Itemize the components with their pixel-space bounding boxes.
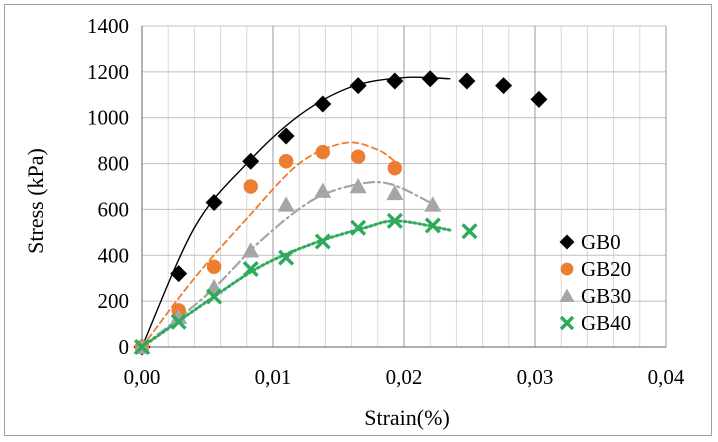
point-gb30	[424, 196, 442, 212]
legend-label-gb0: GB0	[581, 230, 621, 254]
x-axis-title: Strain(%)	[364, 405, 450, 430]
point-gb40	[133, 338, 151, 356]
x-tick-label: 0,01	[255, 365, 292, 389]
x-tick-label: 0,03	[517, 365, 554, 389]
y-tick-label: 600	[98, 197, 130, 221]
x-tick-label: 0,02	[386, 365, 423, 389]
point-gb40	[424, 217, 441, 234]
y-tick-label: 1400	[87, 14, 129, 38]
point-gb20	[350, 149, 366, 164]
legend: GB0 GB20 GB30 GB40	[559, 230, 631, 335]
chart-frame: 0,00 0,01 0,02 0,03 0,04 0 200 400 600 800 1000 120…	[4, 4, 712, 436]
point-gb30	[170, 308, 188, 324]
point-gb30	[242, 242, 260, 258]
point-gb40	[206, 288, 223, 305]
point-gb40	[314, 233, 331, 250]
y-tick-label: 0	[119, 335, 130, 359]
point-gb0	[458, 72, 476, 90]
legend-label-gb40: GB40	[581, 311, 631, 335]
data-markers	[133, 70, 548, 356]
legend-marker-gb40	[559, 315, 575, 331]
y-tick-label: 200	[98, 289, 130, 313]
point-gb0	[386, 72, 404, 90]
point-gb30	[314, 182, 332, 198]
point-gb0	[205, 194, 223, 212]
legend-marker-gb0	[559, 234, 575, 250]
point-gb0	[530, 90, 548, 108]
point-gb20	[243, 179, 258, 194]
point-gb40	[461, 223, 478, 240]
point-gb0	[170, 265, 188, 283]
point-gb0	[495, 77, 513, 95]
point-gb0	[349, 77, 367, 95]
legend-label-gb20: GB20	[581, 257, 631, 281]
x-tick-label: 0,04	[648, 365, 685, 389]
trend-line-gb30	[140, 180, 432, 349]
trend-line-gb20	[141, 141, 399, 348]
point-gb0	[277, 127, 295, 145]
point-gb40	[386, 212, 403, 229]
stress-strain-chart: 0,00 0,01 0,02 0,03 0,04 0 200 400 600 800 1000 120…	[23, 14, 685, 430]
point-gb20	[278, 154, 294, 169]
point-gb40	[350, 219, 367, 236]
point-gb30	[277, 196, 295, 212]
y-tick-label: 400	[98, 243, 130, 267]
y-tick-label: 1200	[87, 60, 129, 84]
y-tick-label: 1000	[87, 106, 129, 130]
point-gb20	[315, 144, 331, 160]
point-gb0	[421, 70, 439, 88]
y-tick-label: 800	[98, 152, 130, 176]
legend-label-gb30: GB30	[581, 284, 631, 308]
point-gb0	[314, 95, 332, 113]
plot-axes	[141, 26, 666, 348]
legend-marker-gb20	[560, 262, 574, 276]
point-gb40	[278, 249, 295, 266]
point-gb40	[242, 261, 259, 278]
point-gb20	[387, 160, 403, 176]
point-gb30	[386, 184, 404, 201]
trend-line-gb0	[141, 76, 451, 348]
point-gb30	[349, 178, 367, 194]
point-gb40	[170, 313, 187, 330]
point-gb20	[206, 259, 222, 274]
point-gb0	[242, 152, 260, 170]
x-tick-label: 0,00	[124, 365, 161, 389]
legend-marker-gb30	[559, 288, 575, 302]
tick-labels: 0,00 0,01 0,02 0,03 0,04 0 200 400 600 800 1000 120…	[87, 14, 685, 389]
y-axis-title: Stress (kPa)	[23, 148, 48, 254]
